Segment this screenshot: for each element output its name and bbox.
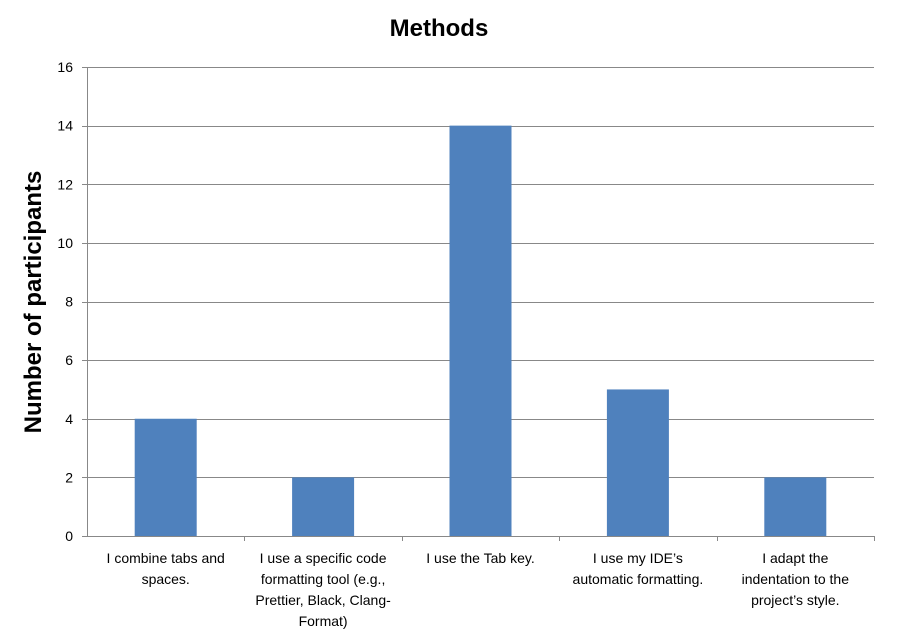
chart-title: Methods	[390, 15, 489, 42]
bar	[606, 389, 669, 536]
x-tick-label: I combine tabs and spaces.	[107, 550, 225, 587]
bar	[449, 125, 512, 536]
y-axis-ticks: 0 2 4 6 8 10 12 14 16	[57, 59, 87, 544]
x-tick-label: I use a specific code formatting tool (e.…	[255, 550, 391, 629]
y-tick-label: 16	[57, 59, 73, 75]
x-axis-ticks: I combine tabs and spaces. I use a specifi…	[107, 536, 875, 629]
y-tick-label: 4	[65, 411, 73, 427]
y-axis-label: Number of participants	[20, 171, 47, 434]
x-tick-label: I adapt the indentation to the project’s s…	[742, 550, 850, 608]
y-tick-label: 6	[65, 352, 73, 368]
y-tick-label: 12	[57, 176, 73, 192]
y-tick-label: 10	[57, 235, 73, 251]
bar	[764, 477, 827, 536]
y-tick-label: 2	[65, 469, 73, 485]
y-tick-label: 8	[65, 294, 73, 310]
y-tick-label: 0	[65, 528, 73, 544]
bar	[292, 477, 355, 536]
bar	[134, 418, 197, 536]
y-tick-label: 14	[57, 118, 73, 134]
x-tick-label: I use the Tab key.	[426, 550, 534, 566]
x-tick-label: I use my IDE’s automatic formatting.	[573, 550, 704, 587]
bars	[134, 125, 827, 536]
